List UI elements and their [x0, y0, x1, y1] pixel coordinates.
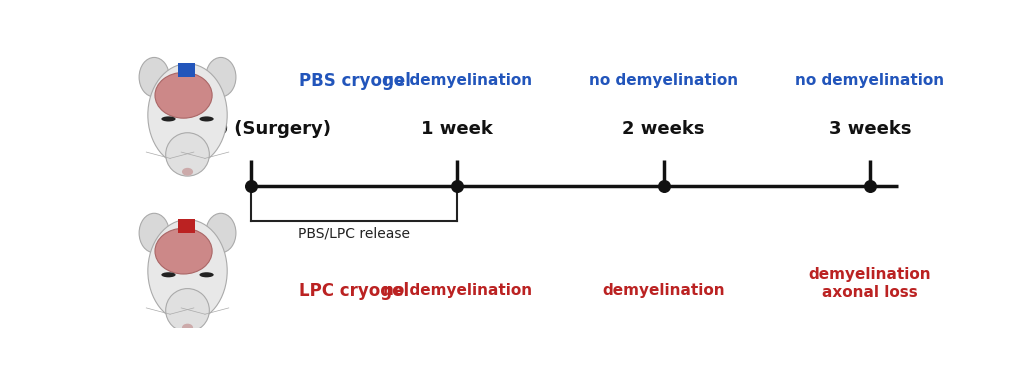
Point — [243, 183, 259, 189]
Ellipse shape — [139, 57, 169, 97]
Ellipse shape — [139, 213, 169, 253]
Circle shape — [200, 116, 214, 121]
Ellipse shape — [147, 64, 227, 166]
Ellipse shape — [206, 213, 236, 253]
Text: LPC cryogel: LPC cryogel — [299, 282, 409, 300]
Text: demyelination
axonal loss: demyelination axonal loss — [809, 267, 932, 300]
Text: no demyelination: no demyelination — [589, 74, 738, 88]
Text: 2 weeks: 2 weeks — [623, 120, 705, 138]
Ellipse shape — [166, 289, 209, 332]
Circle shape — [162, 272, 176, 277]
Point — [450, 183, 466, 189]
Point — [862, 183, 879, 189]
Ellipse shape — [166, 133, 209, 176]
Ellipse shape — [182, 168, 194, 176]
Circle shape — [162, 116, 176, 121]
Text: no demyelination: no demyelination — [383, 283, 531, 298]
Ellipse shape — [155, 228, 212, 274]
Ellipse shape — [147, 220, 227, 322]
FancyBboxPatch shape — [178, 63, 196, 77]
Ellipse shape — [206, 57, 236, 97]
Text: PBS cryogel: PBS cryogel — [299, 72, 411, 90]
Text: no demyelination: no demyelination — [796, 74, 944, 88]
Text: Day 0 (Surgery): Day 0 (Surgery) — [171, 120, 331, 138]
Point — [655, 183, 672, 189]
Ellipse shape — [182, 324, 194, 332]
Text: 3 weeks: 3 weeks — [828, 120, 911, 138]
Circle shape — [200, 272, 214, 277]
Text: PBS/LPC release: PBS/LPC release — [298, 227, 411, 241]
Text: demyelination: demyelination — [602, 283, 725, 298]
Text: no demyelination: no demyelination — [383, 74, 531, 88]
FancyBboxPatch shape — [178, 219, 196, 233]
Ellipse shape — [155, 72, 212, 118]
Text: 1 week: 1 week — [422, 120, 494, 138]
